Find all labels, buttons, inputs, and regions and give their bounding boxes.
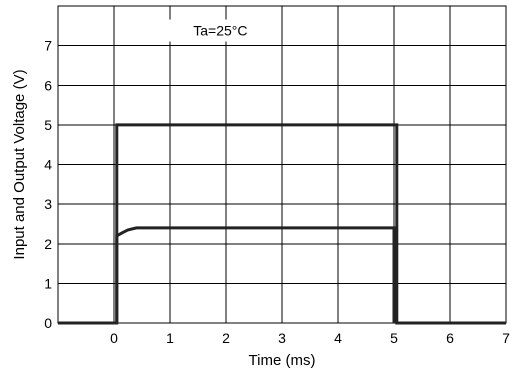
x-tick-label: 4 xyxy=(334,330,342,346)
y-tick-label: 6 xyxy=(44,77,52,93)
grid xyxy=(58,6,507,324)
x-tick-label: 3 xyxy=(278,330,286,346)
annotation-box: Ta=25°C xyxy=(165,19,276,42)
x-tick-label: 6 xyxy=(446,330,454,346)
y-axis-label: Input and Output Voltage (V) xyxy=(11,69,28,259)
x-tick-label: 1 xyxy=(166,330,174,346)
y-tick-label: 4 xyxy=(44,157,52,173)
y-tick-labels: 0 1 2 3 4 5 6 7 xyxy=(44,38,52,331)
x-tick-label: 2 xyxy=(222,330,230,346)
x-tick-labels: 0 1 2 3 4 5 6 7 xyxy=(110,330,510,346)
series-line-2 xyxy=(115,226,396,323)
x-tick-label: 7 xyxy=(502,330,510,346)
y-tick-label: 1 xyxy=(44,275,52,291)
annotation-text: Ta=25°C xyxy=(193,23,247,39)
plot-frame xyxy=(57,5,507,324)
y-tick-label: 2 xyxy=(44,236,52,252)
series-line-1 xyxy=(58,123,506,325)
y-tick-label: 0 xyxy=(44,315,52,331)
x-axis-label: Time (ms) xyxy=(249,352,316,369)
y-tick-label: 5 xyxy=(44,117,52,133)
x-tick-label: 0 xyxy=(110,330,118,346)
y-tick-label: 7 xyxy=(44,38,52,54)
y-tick-label: 3 xyxy=(44,196,52,212)
series-layer xyxy=(58,123,506,325)
x-tick-label: 5 xyxy=(390,330,398,346)
